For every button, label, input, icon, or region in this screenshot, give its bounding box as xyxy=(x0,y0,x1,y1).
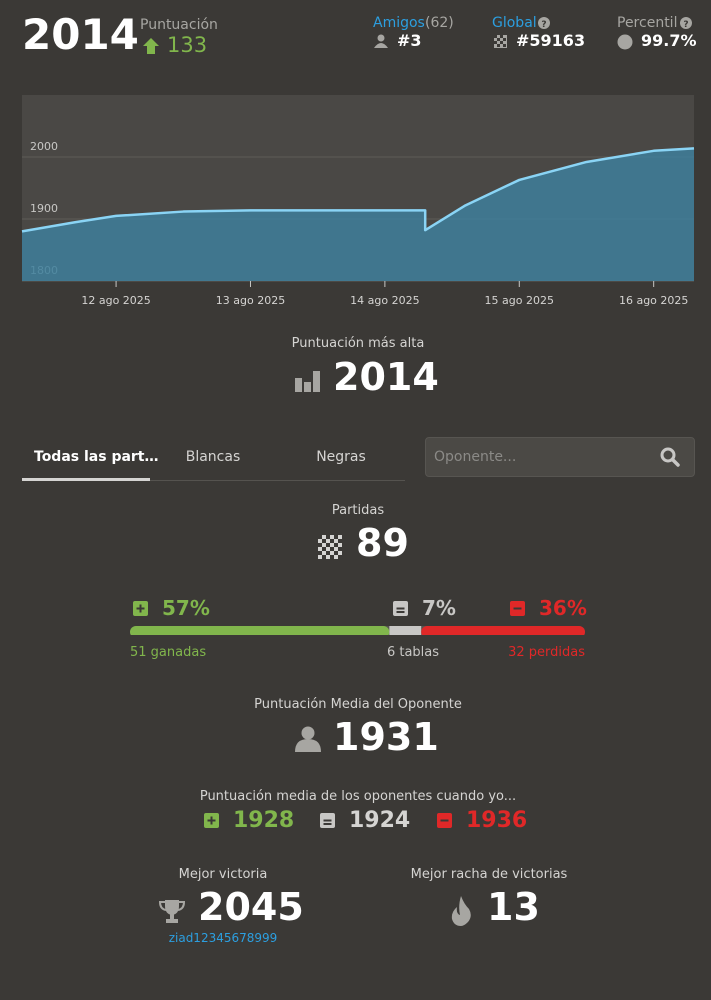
flame-icon xyxy=(451,896,471,926)
opponent-when-value: 1924 xyxy=(349,808,411,833)
search-placeholder: Oponente... xyxy=(434,449,517,465)
rating-label: Puntuación xyxy=(140,17,218,33)
tab[interactable]: Negras xyxy=(316,449,366,465)
global-rank: #59163 xyxy=(516,31,586,50)
x-tick-label: 16 ago 2025 xyxy=(619,294,688,307)
games-value: 89 xyxy=(356,521,409,565)
tab-underline xyxy=(22,478,150,481)
search-icon[interactable] xyxy=(660,447,680,467)
result-caption: 32 perdidas xyxy=(508,645,585,660)
friends-count: (62) xyxy=(425,15,454,31)
friends-rank: #3 xyxy=(397,31,422,50)
help-icon[interactable]: ? xyxy=(538,17,550,29)
best-win-value: 2045 xyxy=(198,885,304,929)
results-graphic xyxy=(130,601,585,635)
x-tick-label: 13 ago 2025 xyxy=(216,294,285,307)
friends-label[interactable]: Amigos xyxy=(373,15,425,31)
up-arrow xyxy=(143,38,159,54)
result-icon-bar xyxy=(210,816,213,825)
person-icon xyxy=(374,34,388,48)
result-bar xyxy=(130,626,390,635)
best-streak-value: 13 xyxy=(487,885,540,929)
best-win-user[interactable]: ziad12345678999 xyxy=(168,931,278,945)
result-icon-bar xyxy=(396,611,405,613)
x-tick-label: 14 ago 2025 xyxy=(350,294,419,307)
x-tick-label: 15 ago 2025 xyxy=(485,294,554,307)
result-icon-bar xyxy=(440,819,449,822)
opponent-when-label: Puntuación media de los oponentes cuando… xyxy=(199,789,517,804)
help-icon[interactable]: ? xyxy=(680,17,692,29)
global-label[interactable]: Global xyxy=(492,15,537,31)
best-win-label: Mejor victoria xyxy=(178,867,268,882)
x-tick-label: 12 ago 2025 xyxy=(81,294,150,307)
opponent-avg-value: 1931 xyxy=(333,715,439,759)
bar-icon xyxy=(295,371,320,392)
search-box[interactable] xyxy=(425,437,695,477)
highest-value: 2014 xyxy=(333,355,439,399)
result-caption: 6 tablas xyxy=(386,645,440,660)
tab-divider xyxy=(22,480,405,481)
line xyxy=(21,147,695,233)
best-streak-label: Mejor racha de victorias xyxy=(410,867,568,882)
result-percent: 36% xyxy=(539,596,587,620)
highest-label: Puntuación más alta xyxy=(291,336,425,351)
result-icon-bar xyxy=(323,819,332,822)
svg-text:?: ? xyxy=(683,20,688,29)
result-icon-bar xyxy=(323,823,332,825)
y-tick-label: 2000 xyxy=(30,140,58,153)
tab[interactable]: Todas las part… xyxy=(34,449,159,465)
rating: 2014 xyxy=(22,10,139,59)
result-caption: 51 ganadas xyxy=(130,645,207,660)
opponent-when-value: 1936 xyxy=(466,808,528,833)
percentile: 99.7% xyxy=(641,31,697,50)
trophy-icon xyxy=(159,900,185,923)
opponent-avg-label: Puntuación Media del Oponente xyxy=(254,697,462,712)
percentile-label: Percentil xyxy=(617,15,678,31)
opponent-when-icons xyxy=(204,813,452,828)
person-icon xyxy=(295,726,321,752)
circle-icon xyxy=(617,34,633,50)
result-percent: 57% xyxy=(162,596,210,620)
result-percent: 7% xyxy=(422,596,456,620)
rating-change: 133 xyxy=(167,33,208,57)
checker-icon xyxy=(318,535,342,559)
games-label: Partidas xyxy=(331,503,385,518)
result-bar xyxy=(389,626,422,635)
result-icon-bar xyxy=(396,607,405,610)
y-tick-label: 1900 xyxy=(30,202,58,215)
checker-icon xyxy=(494,35,507,48)
svg-text:?: ? xyxy=(541,20,546,29)
result-icon-bar xyxy=(139,604,142,613)
tab[interactable]: Blancas xyxy=(185,449,241,465)
opponent-when-value: 1928 xyxy=(233,808,295,833)
result-bar xyxy=(421,626,585,635)
result-icon-bar xyxy=(513,607,522,610)
area xyxy=(22,148,694,281)
